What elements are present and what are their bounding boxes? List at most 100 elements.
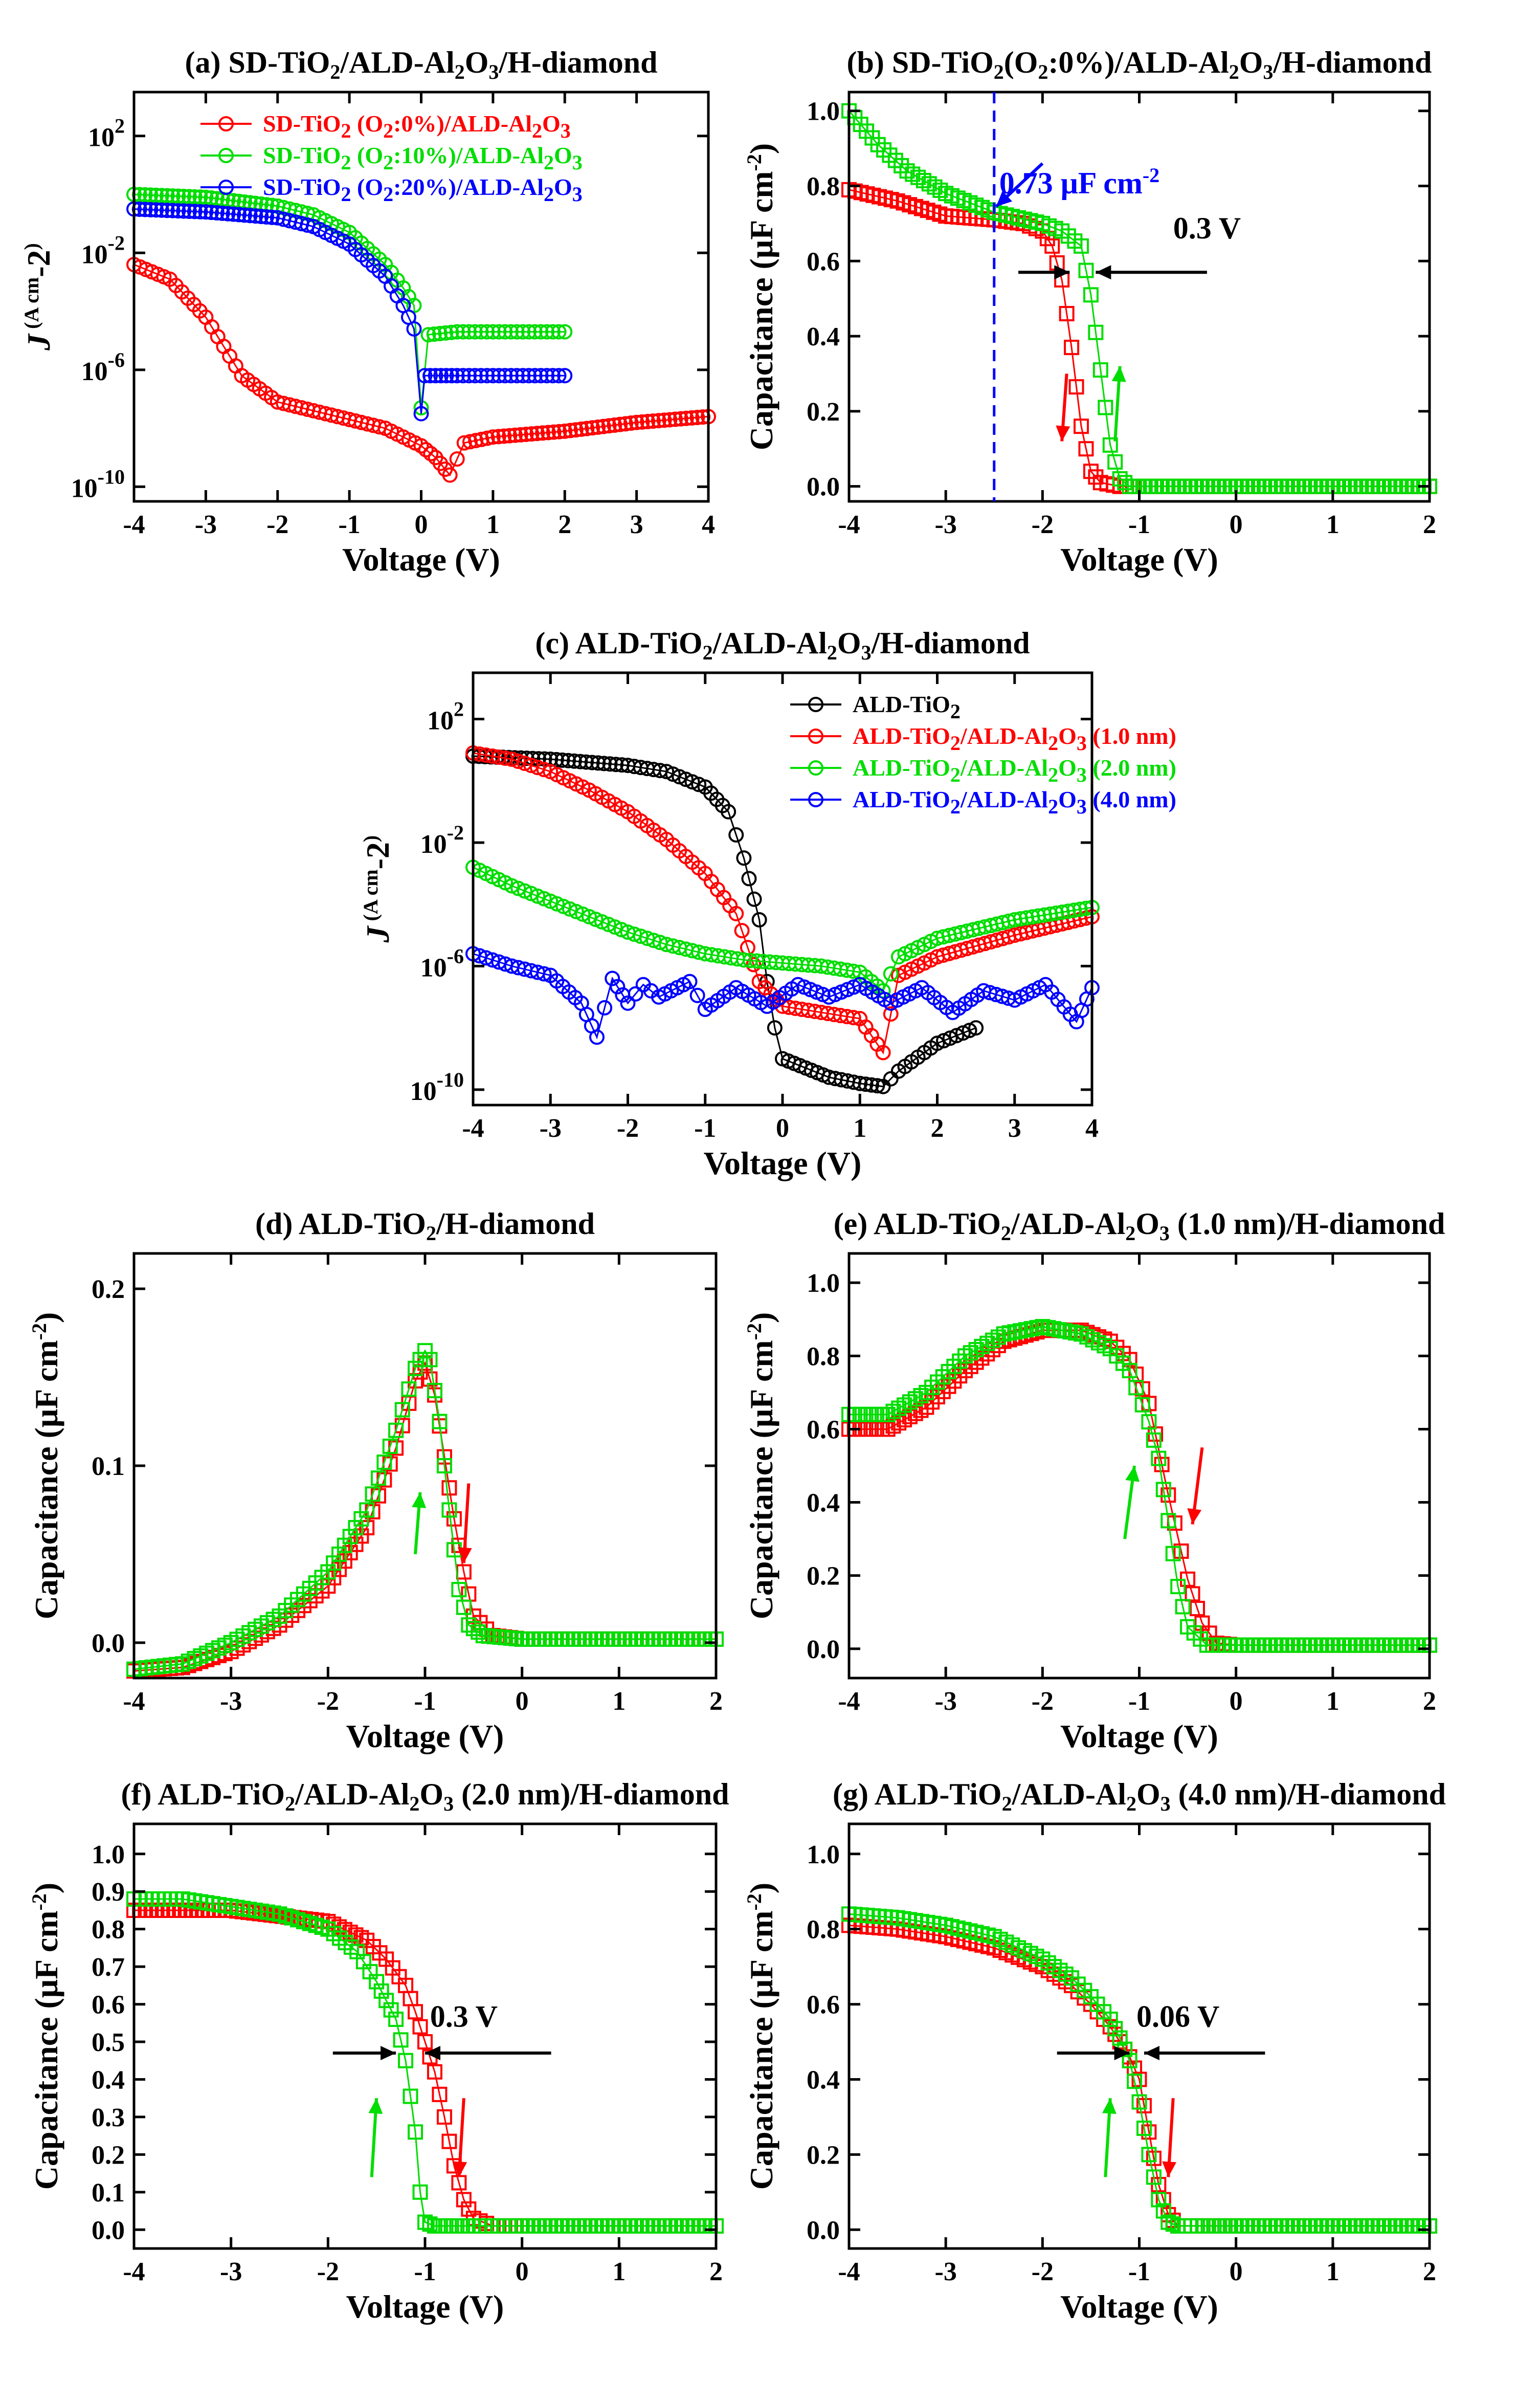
data-point — [1122, 1362, 1137, 1378]
y-tick-label: 0.4 — [807, 322, 840, 351]
x-axis-label: Voltage (V) — [346, 1718, 504, 1754]
data-point — [353, 1511, 369, 1527]
y-axis-label: J (A cm-2) — [20, 243, 57, 351]
panel-title: (b) SD-TiO2(O2:0%)/ALD-Al2O3/H-diamond — [847, 46, 1432, 83]
data-point — [393, 2032, 409, 2048]
data-point — [946, 1358, 962, 1374]
delta-arrow-left-head — [1114, 2046, 1130, 2061]
data-point — [1141, 1414, 1157, 1430]
sweep-arrow-red-head — [453, 2161, 467, 2177]
data-point — [883, 1006, 899, 1022]
legend-marker — [808, 697, 823, 712]
data-point — [608, 757, 624, 773]
data-point — [721, 804, 736, 820]
y-tick-label: 1.0 — [807, 1840, 840, 1869]
data-point — [1098, 400, 1113, 415]
series-line — [134, 1909, 716, 2227]
data-point — [1146, 2169, 1162, 2185]
data-point — [1151, 1450, 1167, 1466]
y-axis-label: Capacitance (μF cm-2) — [743, 143, 779, 450]
data-point — [1175, 1599, 1191, 1615]
data-point — [456, 435, 472, 451]
data-point — [1170, 1579, 1186, 1595]
data-point — [502, 428, 518, 444]
data-point — [220, 206, 236, 222]
data-point — [1057, 1323, 1073, 1339]
x-tick-label: 3 — [1008, 1114, 1021, 1143]
data-point — [497, 368, 513, 384]
y-tick-label: 0.5 — [92, 2028, 125, 2057]
data-point — [1068, 1325, 1084, 1341]
sweep-arrow-red-head — [1162, 2161, 1177, 2177]
x-tick-label: 1 — [1326, 510, 1340, 539]
data-point — [919, 1399, 934, 1415]
x-tick-label: -2 — [617, 1114, 639, 1143]
data-point — [875, 1045, 891, 1061]
data-point — [359, 1520, 375, 1536]
legend-marker — [218, 180, 234, 195]
data-point — [401, 1381, 417, 1397]
data-point — [456, 2192, 472, 2208]
x-tick-label: 0 — [1230, 2257, 1243, 2286]
data-point — [236, 207, 252, 223]
y-tick-label: 10-6 — [420, 944, 464, 982]
data-point — [539, 368, 555, 384]
data-point — [623, 415, 639, 431]
data-point — [919, 1384, 934, 1400]
data-point — [432, 326, 448, 341]
plot-frame — [847, 1822, 1431, 2250]
y-tick-label: 0.2 — [807, 2141, 840, 2170]
data-point — [507, 427, 523, 443]
data-point — [1155, 1482, 1171, 1497]
panel-c: -4 -3 -2 -1 0 1 2 3 4 102 10-2 10-6 10-10 (c) ALD-TiO… — [359, 626, 1176, 1181]
data-point — [337, 1537, 352, 1553]
x-tick-label: 1 — [1326, 1687, 1340, 1716]
data-point — [181, 203, 197, 219]
data-point — [1023, 1321, 1039, 1337]
data-point — [1072, 901, 1088, 917]
y-tick-label: 0.8 — [92, 1915, 125, 1945]
x-tick-label: 0 — [415, 510, 428, 539]
data-point — [535, 425, 551, 441]
data-point — [412, 2184, 428, 2200]
data-point — [612, 416, 628, 432]
data-point — [584, 755, 600, 770]
series-d-1 — [126, 1343, 724, 1677]
data-point — [924, 1379, 940, 1395]
data-point — [204, 190, 219, 206]
data-point — [1042, 906, 1058, 922]
data-point — [426, 326, 442, 342]
y-tick-label: 1.0 — [92, 1840, 125, 1869]
legend-marker — [218, 116, 234, 131]
data-point — [845, 963, 861, 979]
data-point — [845, 1009, 861, 1025]
data-point — [751, 912, 767, 928]
data-point — [533, 324, 549, 340]
x-tick-label: 2 — [558, 510, 571, 539]
x-axis-label: Voltage (V) — [1060, 541, 1218, 578]
data-point — [656, 412, 672, 428]
y-tick-label: 0.6 — [92, 1991, 125, 2020]
data-point — [557, 324, 573, 340]
data-point — [417, 2214, 433, 2230]
data-point — [536, 966, 552, 982]
data-point — [418, 442, 434, 458]
series-line — [849, 189, 1430, 488]
sweep-arrow-green-head — [1111, 366, 1126, 382]
data-point — [957, 1362, 973, 1378]
legend-entry: ALD-TiO2/ALD-Al2O3 (4.0 nm) — [853, 786, 1176, 818]
data-point — [952, 1353, 968, 1369]
data-point — [869, 1078, 885, 1094]
data-point — [479, 368, 495, 384]
y-tick-label: 0.0 — [92, 2216, 125, 2245]
data-point — [365, 1486, 381, 1502]
data-point — [682, 974, 698, 989]
series-g-1 — [841, 1906, 1437, 2234]
x-tick-label: -1 — [414, 2257, 436, 2286]
x-tick-label: 0 — [516, 2257, 529, 2286]
data-point — [461, 324, 477, 340]
data-point — [1107, 2021, 1123, 2037]
data-point — [628, 986, 643, 1002]
